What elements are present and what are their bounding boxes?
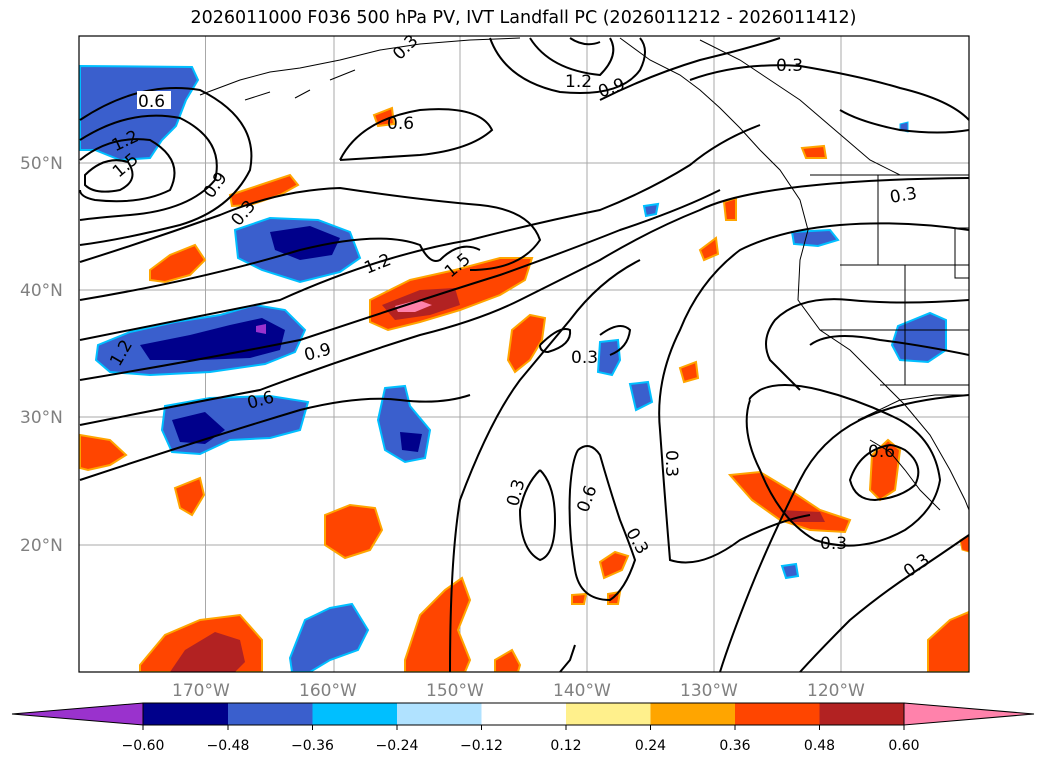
lat-label: 50°N — [20, 154, 63, 174]
colorbar-bin — [819, 703, 904, 725]
positive-anomaly-region — [149, 243, 207, 284]
colorbar-tick-label: 0.36 — [719, 738, 750, 754]
contour-label: 0.3 — [900, 550, 934, 582]
contour-label: 0.3 — [888, 184, 918, 208]
colorbar-tick-label: −0.36 — [291, 738, 334, 754]
colorbar-tick-label: −0.60 — [122, 738, 165, 754]
contour-label: 0.6 — [387, 114, 414, 134]
negative-anomaly-region — [642, 202, 660, 218]
positive-anomaly-region — [494, 648, 522, 672]
colorbar-bin — [228, 703, 313, 725]
colorbar-bin — [735, 703, 820, 725]
contour-label: 0.3 — [503, 477, 529, 508]
positive-anomaly-region — [927, 610, 969, 672]
colorbar-bin — [650, 703, 735, 725]
contour-label: 0.9 — [596, 74, 628, 102]
colorbar-tick-label: −0.48 — [207, 738, 250, 754]
lat-label: 40°N — [20, 281, 63, 301]
positive-anomaly-region — [506, 313, 547, 374]
negative-anomaly-region — [780, 562, 800, 580]
colorbar-tick-label: 0.48 — [804, 738, 835, 754]
contour-label: 0.6 — [868, 442, 895, 462]
colorbar-tick-label: 0.12 — [550, 738, 581, 754]
negative-anomaly-region — [288, 602, 370, 672]
negative-anomaly-region — [172, 412, 225, 444]
positive-anomaly-region — [228, 173, 300, 208]
negative-anomaly-region — [890, 311, 947, 364]
positive-anomaly-region — [324, 503, 384, 560]
negative-anomaly-region — [376, 384, 432, 464]
contour-label: 0.9 — [200, 169, 232, 203]
positive-anomaly-region — [678, 360, 700, 384]
lat-label: 20°N — [20, 536, 63, 556]
positive-anomaly-region — [79, 433, 128, 472]
positive-anomaly-region — [173, 476, 206, 517]
contour-label: 0.6 — [573, 483, 601, 515]
colorbar-tick-label: −0.12 — [460, 738, 503, 754]
lon-label: 140°W — [553, 681, 611, 700]
colorbar-extend-max — [903, 702, 1035, 726]
negative-anomaly-region — [400, 432, 422, 452]
lon-label: 120°W — [807, 681, 865, 700]
colorbar-bin — [566, 703, 651, 725]
negative-anomaly-region — [596, 338, 622, 377]
lon-label: 170°W — [172, 681, 230, 700]
map-title: 2026011000 F036 500 hPa PV, IVT Landfall… — [190, 8, 857, 28]
positive-anomaly-region — [698, 236, 720, 262]
contour-label: 0.3 — [571, 348, 598, 368]
lon-label: 150°W — [426, 681, 484, 700]
lon-label: 130°W — [680, 681, 738, 700]
positive-anomaly-region — [800, 144, 828, 159]
contour-label: 0.3 — [776, 56, 803, 76]
colorbar-bin — [312, 703, 397, 725]
contour-label: 1.2 — [565, 72, 592, 92]
coastlines — [199, 37, 969, 511]
positive-anomaly-region — [404, 576, 472, 672]
negative-anomaly-region — [270, 226, 340, 260]
colorbar-bin — [143, 703, 228, 725]
colorbar-tick-label: 0.24 — [635, 738, 666, 754]
colorbar-tick-label: 0.60 — [888, 738, 919, 754]
colorbar-extend-min — [11, 702, 144, 726]
positive-anomaly-region — [598, 550, 630, 580]
negative-anomaly-region — [790, 228, 840, 248]
contour-label: 0.3 — [820, 534, 847, 554]
lat-label: 30°N — [20, 408, 63, 428]
contour-label: 1.2 — [362, 250, 395, 279]
colorbar-bin — [397, 703, 482, 725]
colorbar-tick-label: −0.24 — [376, 738, 419, 754]
pv-contours — [79, 37, 969, 672]
colorbar-bin — [481, 703, 566, 725]
map-panel: 0.6 1.2 1.5 0.9 0.3 1.2 1.5 1.2 0.9 0.6 … — [20, 31, 970, 700]
negative-anomaly-region — [79, 64, 200, 162]
ivt-shading — [79, 64, 969, 672]
contour-label: 0.9 — [302, 339, 333, 365]
contour-label: 0.3 — [661, 450, 681, 477]
contour-label: 0.6 — [138, 92, 165, 112]
contour-label: 0.3 — [621, 525, 652, 558]
map-frame — [78, 35, 970, 673]
negative-anomaly-region — [628, 380, 654, 412]
lon-label: 160°W — [299, 681, 357, 700]
